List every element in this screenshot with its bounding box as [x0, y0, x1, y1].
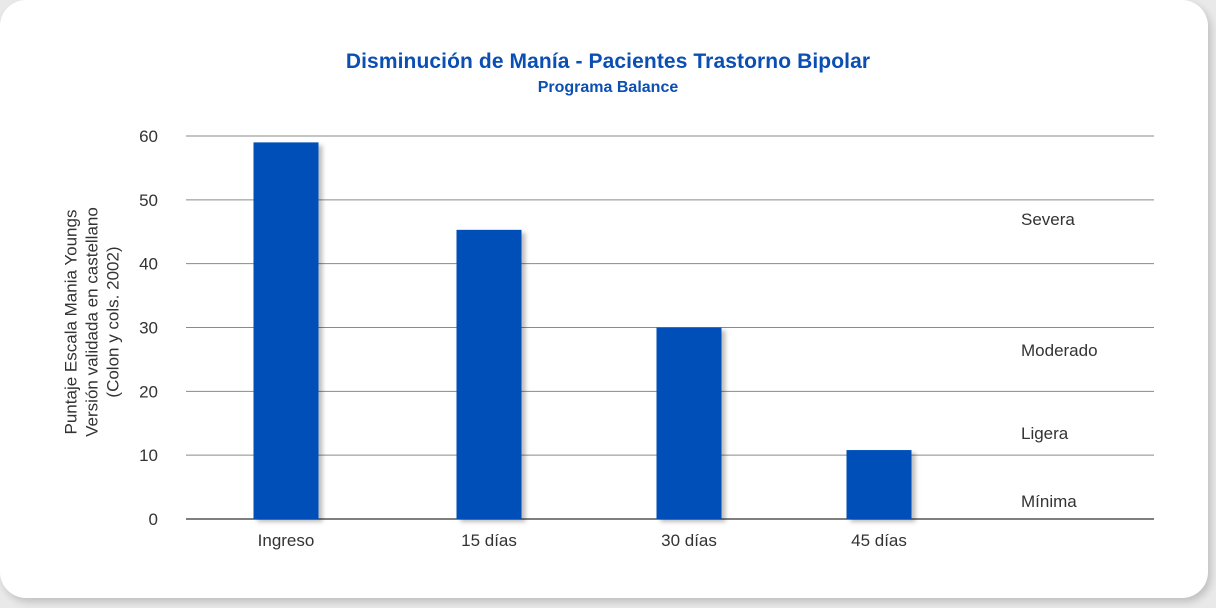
y-tick-label: 20 — [139, 382, 158, 401]
bar — [656, 327, 722, 519]
chart-card — [0, 0, 1208, 598]
x-tick-label: Ingreso — [258, 531, 315, 550]
bar — [253, 142, 319, 519]
y-tick-label: 40 — [139, 255, 158, 274]
zone-label: Ligera — [1021, 424, 1069, 443]
y-tick-label: 50 — [139, 191, 158, 210]
x-tick-labels: Ingreso 15 días 30 días 45 días — [258, 531, 907, 550]
chart-subtitle: Programa Balance — [537, 79, 679, 96]
y-tick-labels: 0 10 20 30 40 50 60 — [139, 127, 158, 529]
bar — [456, 229, 522, 519]
x-tick-label: 45 días — [851, 531, 907, 550]
x-tick-label: 30 días — [661, 531, 717, 550]
y-tick-label: 60 — [139, 127, 158, 146]
zone-label: Moderado — [1021, 341, 1098, 360]
bars — [253, 142, 912, 519]
y-tick-label: 30 — [139, 319, 158, 338]
y-tick-label: 0 — [149, 510, 158, 529]
bar — [846, 450, 912, 519]
x-tick-label: 15 días — [461, 531, 517, 550]
zone-label: Mínima — [1021, 492, 1077, 511]
zone-labels: Severa Moderado Ligera Mínima — [1021, 210, 1098, 511]
zone-label: Severa — [1021, 210, 1075, 229]
chart-title: Disminución de Manía - Pacientes Trastor… — [345, 50, 871, 73]
y-tick-label: 10 — [139, 446, 158, 465]
